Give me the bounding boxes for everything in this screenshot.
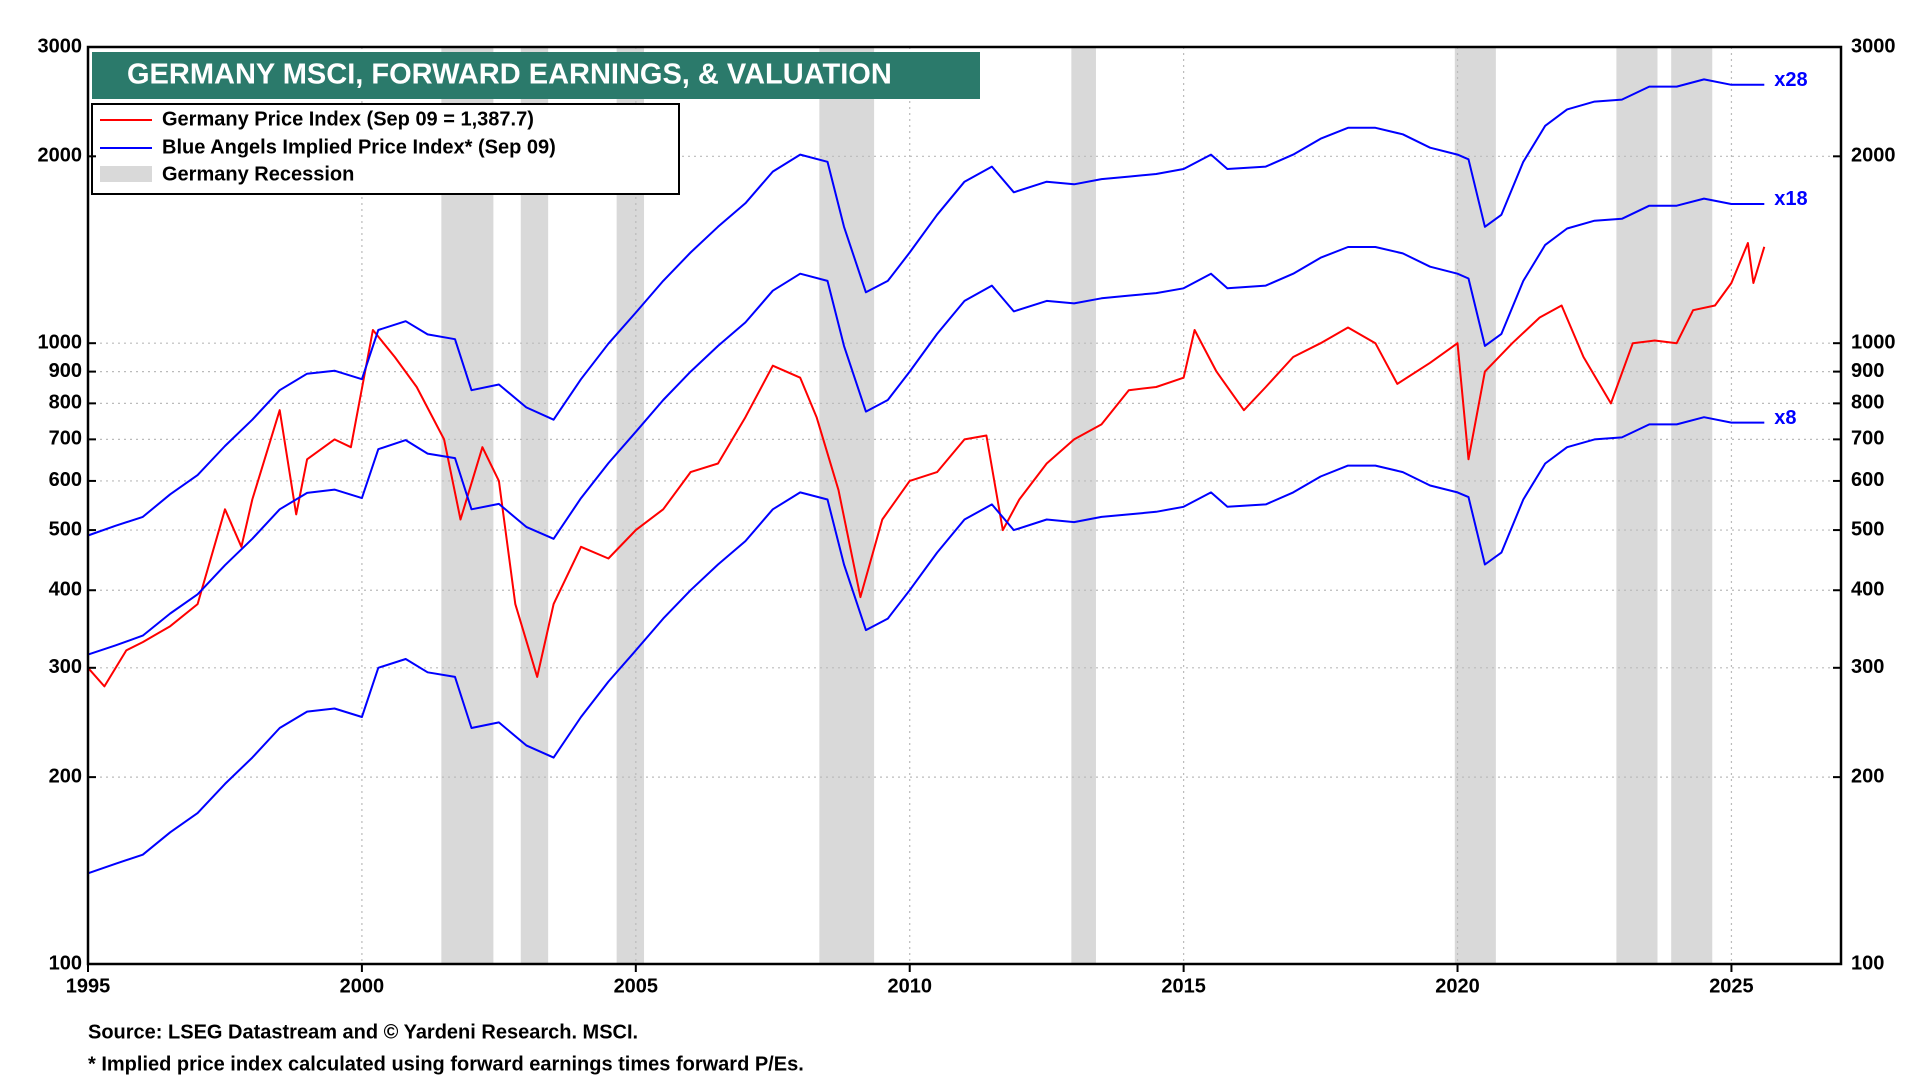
recession-band (819, 47, 875, 964)
y-tick-label: 500 (49, 518, 82, 540)
title-box (92, 52, 980, 99)
recession-band (1071, 47, 1096, 964)
series-line (87, 197, 1765, 656)
y2-tick-label: 600 (1851, 469, 1884, 491)
recession-band (1671, 47, 1713, 964)
lines (87, 78, 1766, 875)
y-tick-label: 900 (49, 360, 82, 382)
y2-tick-label: 700 (1851, 428, 1884, 450)
legend-label: Blue Angels Implied Price Index* (Sep 09… (162, 136, 556, 158)
y-tick-label: 300 (49, 656, 82, 678)
y2-tick-label: 100 (1851, 952, 1884, 974)
x-tick-label: 2015 (1161, 975, 1206, 997)
y-tick-label: 2000 (38, 145, 83, 167)
legend-swatch (100, 166, 152, 182)
y-tick-label: 600 (49, 469, 82, 491)
x-tick-label: 2005 (614, 975, 659, 997)
y-tick-label: 100 (49, 952, 82, 974)
recession-band (616, 47, 645, 964)
x-tick-label: 2000 (340, 975, 385, 997)
series-end-label: x18 (1774, 188, 1807, 210)
y-tick-label: 700 (49, 428, 82, 450)
legend-label: Germany Price Index (Sep 09 = 1,387.7) (162, 108, 534, 130)
y2-tick-label: 800 (1851, 392, 1884, 414)
legend-label: Germany Recession (162, 163, 354, 185)
footnote: Source: LSEG Datastream and © Yardeni Re… (88, 1021, 638, 1043)
series-line (87, 416, 1765, 875)
y2-tick-label: 400 (1851, 579, 1884, 601)
plot-frame (86, 45, 1843, 966)
x-tick-label: 1995 (66, 975, 111, 997)
y2-tick-label: 2000 (1851, 145, 1896, 167)
y2-tick-label: 300 (1851, 656, 1884, 678)
y-tick-label: 1000 (38, 331, 83, 353)
y-tick-label: 800 (49, 392, 82, 414)
recession-band (1616, 47, 1658, 964)
y-tick-label: 3000 (38, 35, 83, 57)
legend-box (91, 103, 680, 195)
x-tick-label: 2025 (1709, 975, 1754, 997)
series-line (87, 242, 1766, 688)
series-end-label: x28 (1774, 69, 1807, 91)
footnote: * Implied price index calculated using f… (88, 1053, 804, 1075)
x-tick-label: 2020 (1435, 975, 1480, 997)
series-line (87, 78, 1765, 537)
y2-tick-label: 1000 (1851, 331, 1896, 353)
series-end-label: x8 (1774, 407, 1796, 429)
recession-band (441, 47, 494, 964)
y2-tick-label: 500 (1851, 518, 1884, 540)
y2-tick-label: 900 (1851, 360, 1884, 382)
y2-tick-label: 200 (1851, 765, 1884, 787)
y-tick-label: 400 (49, 579, 82, 601)
chart-title: GERMANY MSCI, FORWARD EARNINGS, & VALUAT… (127, 59, 892, 91)
recession-band (520, 47, 549, 964)
y-tick-label: 200 (49, 765, 82, 787)
recession-band (1454, 47, 1496, 964)
recession-bands (441, 47, 1713, 964)
x-tick-label: 2010 (887, 975, 932, 997)
y2-tick-label: 3000 (1851, 35, 1896, 57)
